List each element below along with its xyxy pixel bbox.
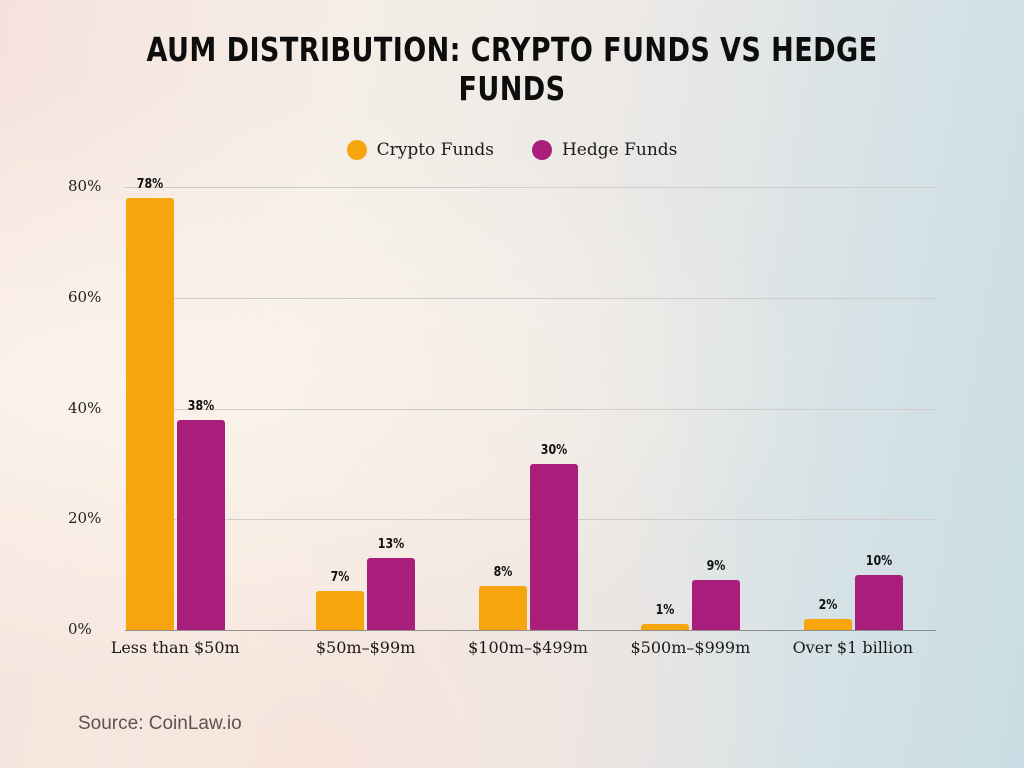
y-tick-label: 80% <box>68 177 102 196</box>
bar-crypto-funds <box>126 198 174 630</box>
chart-title: AUM Distribution: Crypto Funds vs Hedge … <box>146 30 878 108</box>
bar-value-label: 2% <box>818 597 837 613</box>
bar-hedge-funds <box>367 558 416 630</box>
y-tick-label: 0% <box>68 620 92 639</box>
legend-item-hedge: Hedge Funds <box>531 140 678 160</box>
bar-value-label: 1% <box>655 603 675 619</box>
bar-hedge-funds <box>529 463 578 630</box>
y-tick-label: 60% <box>68 287 102 306</box>
bar-crypto-funds <box>803 618 852 630</box>
bar-value-label: 13% <box>378 537 405 552</box>
legend-label-crypto: Crypto Funds <box>376 140 494 160</box>
legend-label-hedge: Hedge Funds <box>561 140 678 160</box>
y-tick-label: 20% <box>68 509 102 528</box>
x-tick-label: $500m–$999m <box>630 638 751 657</box>
bar-value-label: 78% <box>136 177 164 193</box>
bar-hedge-funds <box>854 574 903 630</box>
x-tick-label: Over $1 billion <box>792 638 914 657</box>
gridline <box>125 187 936 188</box>
bar-hedge-funds <box>177 419 225 630</box>
bar-hedge-funds <box>692 580 741 630</box>
legend-swatch-hedge <box>531 140 552 160</box>
legend: Crypto Funds Hedge Funds <box>0 140 1024 160</box>
bar-value-label: 30% <box>540 442 568 458</box>
x-tick-label: Less than $50m <box>110 638 240 657</box>
bar-value-label: 9% <box>706 559 726 575</box>
bar-value-label: 8% <box>493 564 513 580</box>
legend-swatch-crypto <box>346 140 367 160</box>
gridline <box>125 408 936 410</box>
bar-crypto-funds <box>316 591 365 630</box>
x-axis-line <box>125 630 936 631</box>
x-tick-label: $100m–$499m <box>468 638 588 657</box>
bar-value-label: 7% <box>331 570 350 586</box>
source-note: Source: CoinLaw.io <box>78 713 242 734</box>
bar-crypto-funds <box>641 624 690 630</box>
bar-crypto-funds <box>478 585 527 630</box>
bar-value-label: 38% <box>187 398 215 414</box>
y-tick-label: 40% <box>68 398 102 417</box>
legend-item-crypto: Crypto Funds <box>346 140 494 160</box>
bar-value-label: 10% <box>865 553 892 569</box>
gridline <box>125 297 936 299</box>
x-tick-label: $50m–$99m <box>315 638 416 657</box>
